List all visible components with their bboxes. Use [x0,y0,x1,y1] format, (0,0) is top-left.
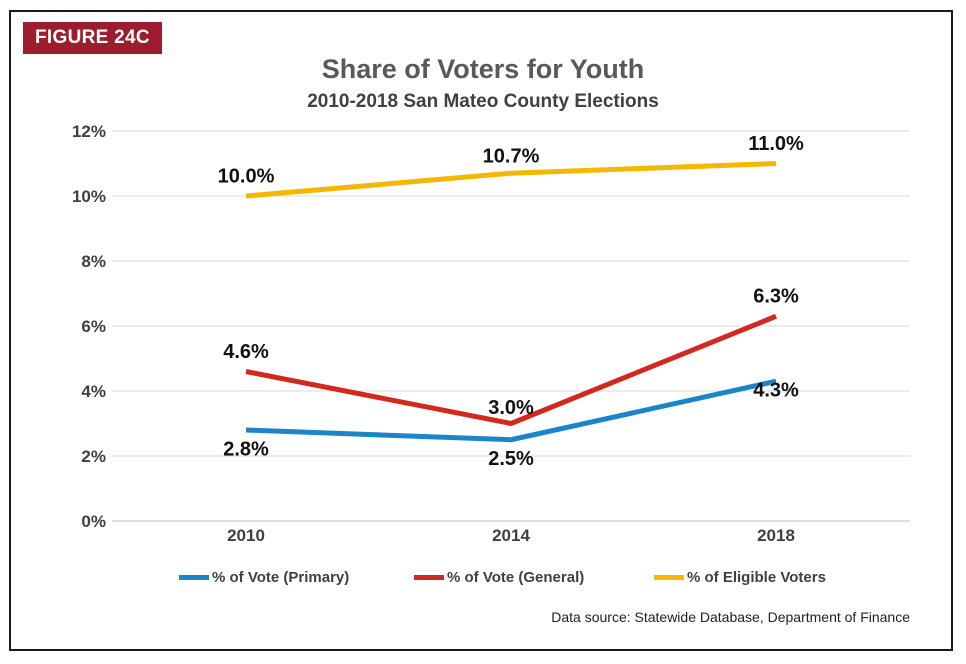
data-label: 2.5% [488,448,534,470]
legend-item: % of Vote (General) [414,565,584,589]
x-tick-label: 2014 [492,526,530,545]
data-label: 4.6% [223,341,269,363]
legend-swatch [654,574,684,580]
x-tick-label: 2010 [227,526,265,545]
legend-label: % of Vote (General) [447,568,585,586]
legend: % of Vote (Primary) % of Vote (General) % … [0,565,966,589]
legend-swatch [179,574,209,580]
figure-label: FIGURE 24C [23,22,162,54]
legend-item: % of Vote (Primary) [179,565,349,589]
y-tick-label: 0% [81,512,106,531]
y-tick-label: 8% [81,252,106,271]
y-tick-label: 12% [72,122,106,141]
figure-frame [9,10,953,651]
y-tick-label: 4% [81,382,106,401]
y-axis-ticks: 0% 2% 4% 6% 8% 10% 12% [72,122,106,531]
y-tick-label: 2% [81,447,106,466]
data-label: 11.0% [748,133,804,155]
data-label: 6.3% [753,286,799,308]
legend-item: % of Eligible Voters [654,565,826,589]
data-label: 10.0% [218,165,275,187]
chart-subtitle: 2010-2018 San Mateo County Elections [307,91,659,112]
legend-label: % of Vote (Primary) [212,568,350,586]
data-source: Data source: Statewide Database, Departm… [551,609,910,625]
series-line [245,313,777,426]
data-labels: 2.8% 2.5% 4.3% 4.6% 3.0% 6.3% 10.0% 10.7% 11.0% [218,133,804,470]
data-label: 4.3% [753,380,799,402]
y-tick-label: 10% [72,187,106,206]
chart-title: Share of Voters for Youth [321,54,645,84]
data-label: 10.7% [483,146,540,168]
data-label: 2.8% [223,438,269,460]
legend-label: % of Eligible Voters [687,568,826,586]
series-line [245,378,777,443]
series-lines [245,161,777,443]
x-axis-ticks: 2010 2014 2018 [227,526,795,545]
y-tick-label: 6% [81,317,106,336]
data-label: 3.0% [488,397,534,419]
legend-swatch [414,574,444,580]
x-tick-label: 2018 [757,526,795,545]
gridlines [112,130,910,522]
series-line [245,161,777,199]
